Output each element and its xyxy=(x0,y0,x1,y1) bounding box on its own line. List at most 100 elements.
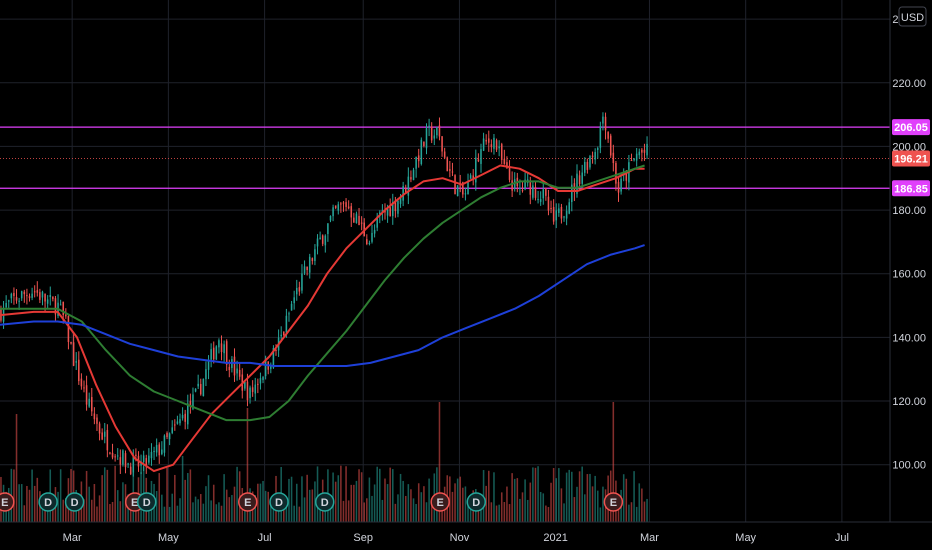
earnings-event-marker[interactable]: E xyxy=(238,492,258,512)
candle-body xyxy=(215,346,218,360)
volume-bar xyxy=(449,476,451,522)
earnings-event-marker[interactable]: E xyxy=(603,492,624,512)
currency-badge[interactable]: USD xyxy=(898,6,927,27)
candle-body xyxy=(397,200,399,214)
candle-body xyxy=(571,184,573,202)
volume-bar xyxy=(415,503,417,522)
volume-bar xyxy=(225,489,228,522)
candle-body xyxy=(116,455,119,457)
earnings-event-marker[interactable]: E xyxy=(0,492,15,512)
volume-bar xyxy=(116,490,119,522)
candle-body xyxy=(202,378,205,397)
candle-body xyxy=(495,140,498,150)
volume-bar xyxy=(28,489,31,522)
volume-bar xyxy=(565,472,568,522)
volume-bar xyxy=(498,504,500,522)
volume-bar xyxy=(199,494,202,522)
price-badge xyxy=(892,119,930,136)
candle-body xyxy=(275,349,277,351)
candle-body xyxy=(456,185,459,197)
x-tick-label: May xyxy=(158,532,179,544)
volume-bar xyxy=(288,478,290,522)
candle-body xyxy=(283,331,285,336)
candle-body xyxy=(135,454,137,456)
x-tick-label: May xyxy=(735,532,756,544)
volume-bar xyxy=(612,402,615,522)
candle-body xyxy=(62,301,65,316)
volume-bar xyxy=(93,484,96,522)
candle-body xyxy=(67,315,70,342)
candle-body xyxy=(334,205,337,208)
candle-body xyxy=(596,147,599,151)
candle-body xyxy=(26,295,28,297)
candle-body xyxy=(109,452,111,454)
volume-bar xyxy=(41,504,44,522)
y-tick-label: 180.00 xyxy=(892,205,926,217)
volume-bar xyxy=(205,486,207,522)
candle-body xyxy=(153,451,155,453)
volume-bar xyxy=(20,484,23,522)
candle-body xyxy=(15,297,18,301)
volume-bar xyxy=(267,491,269,522)
candle-body xyxy=(620,178,622,192)
candle-body xyxy=(327,223,329,234)
volume-bar xyxy=(262,480,264,522)
volume-bar xyxy=(571,471,573,522)
event-label: D xyxy=(321,497,329,509)
event-circle xyxy=(430,492,450,512)
candle-body xyxy=(443,151,446,158)
candle-body xyxy=(52,296,54,299)
candle-body xyxy=(132,456,135,473)
candle-body xyxy=(594,152,596,160)
candle-body xyxy=(303,266,306,274)
candle-body xyxy=(332,207,334,217)
dividend-event-marker[interactable]: D xyxy=(38,492,58,512)
candle-body xyxy=(246,381,249,401)
candle-body xyxy=(93,413,96,420)
dividend-event-marker[interactable]: D xyxy=(64,492,85,512)
x-tick-label: Jul xyxy=(835,532,849,544)
dividend-event-marker[interactable]: D xyxy=(136,492,157,512)
candle-body xyxy=(412,169,415,181)
price-badge-label: 196.21 xyxy=(894,153,928,165)
candle-body xyxy=(264,359,267,377)
volume-bar xyxy=(485,485,487,522)
candle-body xyxy=(223,344,225,354)
candle-body xyxy=(376,216,378,228)
candle-body xyxy=(83,387,85,389)
candle-body xyxy=(36,290,39,293)
volume-bar xyxy=(425,502,428,522)
volume-bar xyxy=(542,493,545,522)
candle-body xyxy=(145,458,148,466)
earnings-event-marker[interactable]: E xyxy=(430,492,450,512)
volume-bar xyxy=(578,471,581,522)
candle-body xyxy=(236,368,238,374)
volume-bar xyxy=(589,473,591,522)
candle-body xyxy=(290,303,293,311)
dividend-event-marker[interactable]: D xyxy=(269,492,289,512)
volume-bar xyxy=(23,505,26,522)
candle-body xyxy=(454,175,456,195)
volume-bar xyxy=(18,484,20,522)
dividend-event-marker[interactable]: D xyxy=(466,492,487,512)
x-tick-label: Sep xyxy=(353,532,373,544)
candle-body xyxy=(508,166,511,180)
candle-body xyxy=(368,242,371,244)
volume-bar xyxy=(181,456,184,522)
price-axis[interactable] xyxy=(889,0,932,522)
volume-bar xyxy=(192,502,194,522)
volume-bar xyxy=(308,489,311,522)
volume-bar xyxy=(114,465,116,522)
volume-bar xyxy=(456,478,459,522)
candle-body xyxy=(384,210,386,213)
volume-bar xyxy=(495,505,498,522)
event-label: D xyxy=(44,497,52,509)
dividend-event-marker[interactable]: D xyxy=(314,492,335,512)
candle-body xyxy=(360,222,363,224)
candle-body xyxy=(469,175,472,179)
candle-body xyxy=(293,297,295,304)
volume-bar xyxy=(223,474,225,522)
candle-body xyxy=(13,292,15,297)
